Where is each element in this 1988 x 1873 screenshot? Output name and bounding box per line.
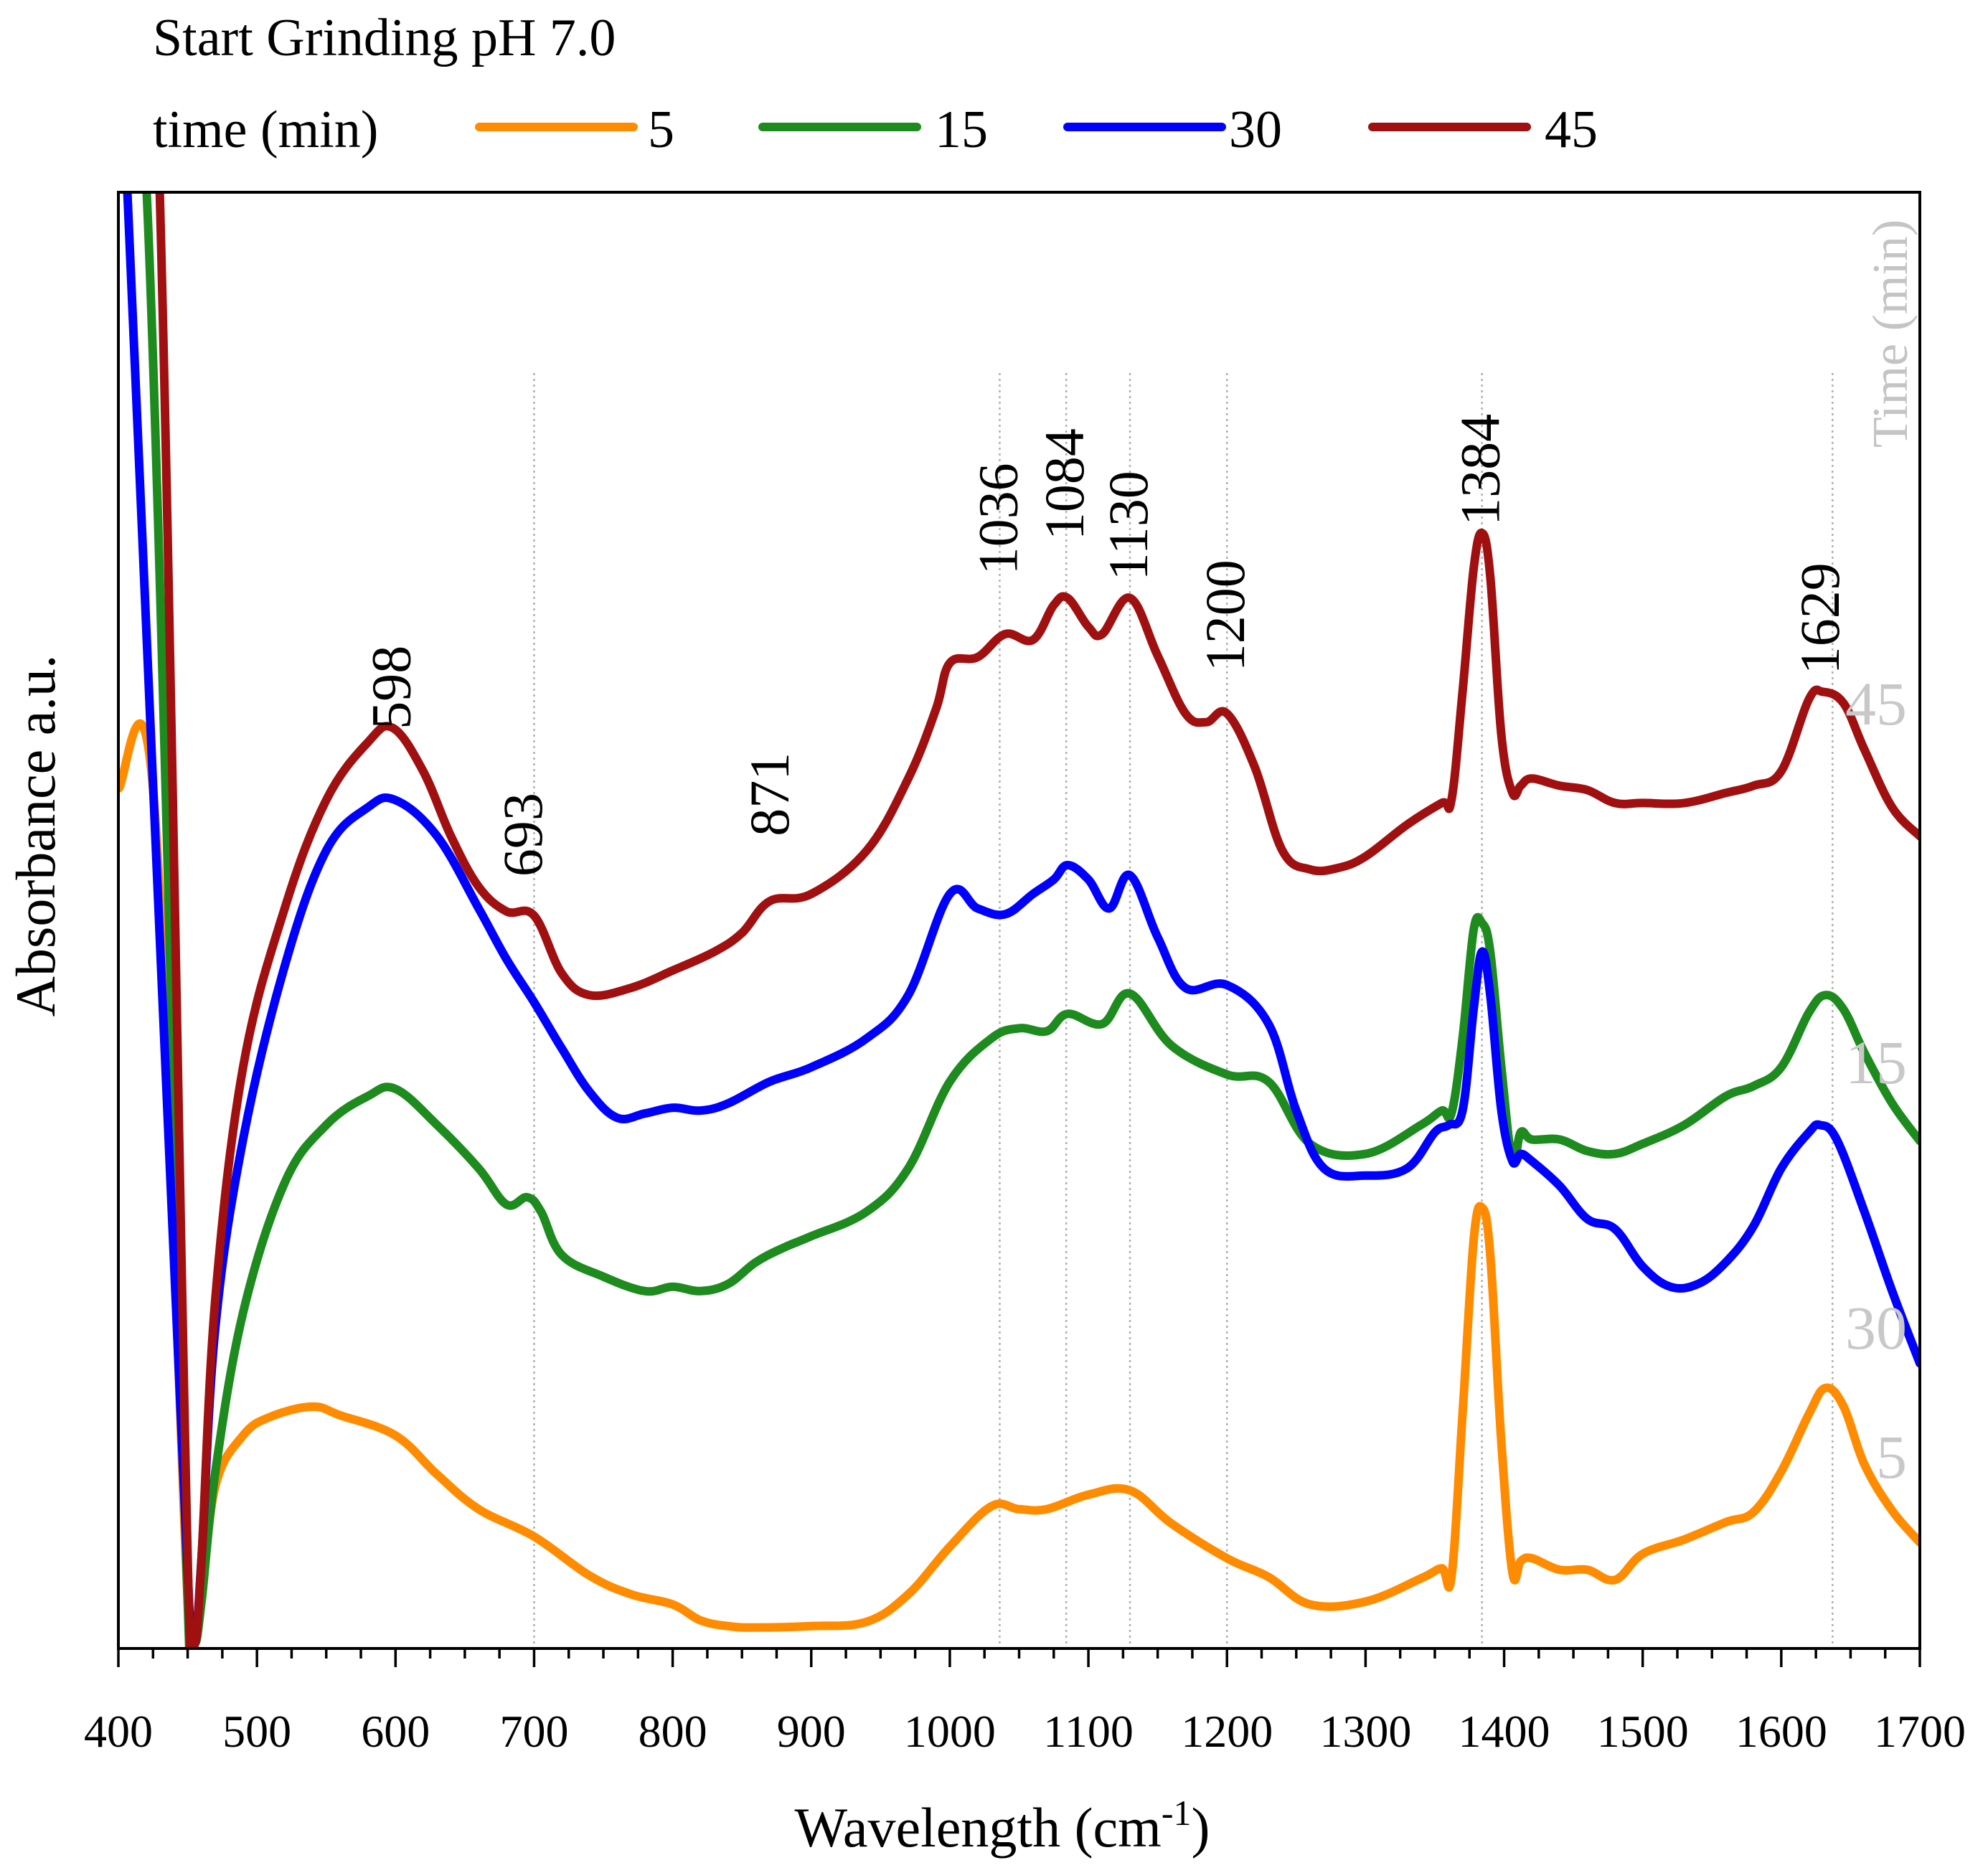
x-tick-label: 1200 bbox=[1181, 1706, 1273, 1757]
x-tick-label: 500 bbox=[222, 1706, 291, 1757]
x-tick-label: 1700 bbox=[1874, 1706, 1966, 1757]
peak-label-598: 598 bbox=[359, 646, 422, 730]
series-line-15 bbox=[142, 192, 1920, 1648]
peak-label-1130: 1130 bbox=[1097, 471, 1159, 580]
legend: Start Grinding pH 7.0 time (min) 5 15 30 45 bbox=[153, 9, 1598, 159]
x-tick-label: 700 bbox=[499, 1706, 568, 1757]
legend-label-30: 30 bbox=[1229, 100, 1282, 159]
x-tick-label: 1100 bbox=[1043, 1706, 1134, 1757]
x-tick-label: 400 bbox=[84, 1706, 153, 1757]
series-end-label-45: 45 bbox=[1845, 669, 1907, 738]
reference-lines bbox=[533, 373, 1834, 1648]
legend-label-5: 5 bbox=[648, 100, 674, 159]
right-axis-label: Time (min) bbox=[1863, 220, 1918, 448]
x-tick-label: 1000 bbox=[904, 1706, 996, 1757]
series-end-label-5: 5 bbox=[1876, 1423, 1907, 1491]
x-tick-label: 1500 bbox=[1597, 1706, 1689, 1757]
peak-label-1629: 1629 bbox=[1789, 562, 1851, 674]
legend-label-45: 45 bbox=[1545, 100, 1598, 159]
legend-label-15: 15 bbox=[935, 100, 988, 159]
series-line-30 bbox=[123, 192, 1920, 1648]
x-tick-label: 1600 bbox=[1735, 1706, 1827, 1757]
peak-label-1200: 1200 bbox=[1194, 560, 1256, 671]
series-line-45 bbox=[155, 192, 1920, 1648]
chart-title: Start Grinding pH 7.0 bbox=[153, 9, 616, 67]
x-tick-label: 800 bbox=[639, 1706, 707, 1757]
x-tick-label: 900 bbox=[777, 1706, 846, 1757]
x-axis-label-main: Wavelength (cm bbox=[795, 1796, 1162, 1859]
legend-title: time (min) bbox=[153, 100, 378, 159]
series-line-5 bbox=[118, 719, 1920, 1648]
peak-label-693: 693 bbox=[491, 793, 554, 877]
series-layer bbox=[118, 192, 1920, 1648]
x-axis-ticks: 400 500 600 700 800 900 1000 1100 1200 1300 1400 15… bbox=[84, 1648, 1966, 1757]
x-axis-label-close: ) bbox=[1192, 1796, 1210, 1859]
peak-label-1036: 1036 bbox=[967, 463, 1030, 575]
peak-label-1384: 1384 bbox=[1449, 414, 1512, 526]
y-axis-label: Absorbance a.u. bbox=[4, 655, 67, 1017]
x-tick-label: 600 bbox=[361, 1706, 430, 1757]
x-tick-label: 1400 bbox=[1459, 1706, 1550, 1757]
x-axis-label-sup: -1 bbox=[1162, 1793, 1192, 1833]
series-end-label-15: 15 bbox=[1845, 1028, 1907, 1097]
peak-label-1084: 1084 bbox=[1033, 428, 1096, 540]
peak-label-871: 871 bbox=[738, 752, 801, 836]
series-end-label-30: 30 bbox=[1845, 1293, 1907, 1362]
peak-annotations: 598 693 871 1036 1084 1130 1200 1384 1629 bbox=[359, 414, 1851, 877]
series-end-labels: Time (min) 5 15 30 45 bbox=[1845, 220, 1918, 1491]
x-tick-label: 1300 bbox=[1319, 1706, 1411, 1757]
x-axis-label: Wavelength (cm-1) bbox=[795, 1793, 1210, 1859]
